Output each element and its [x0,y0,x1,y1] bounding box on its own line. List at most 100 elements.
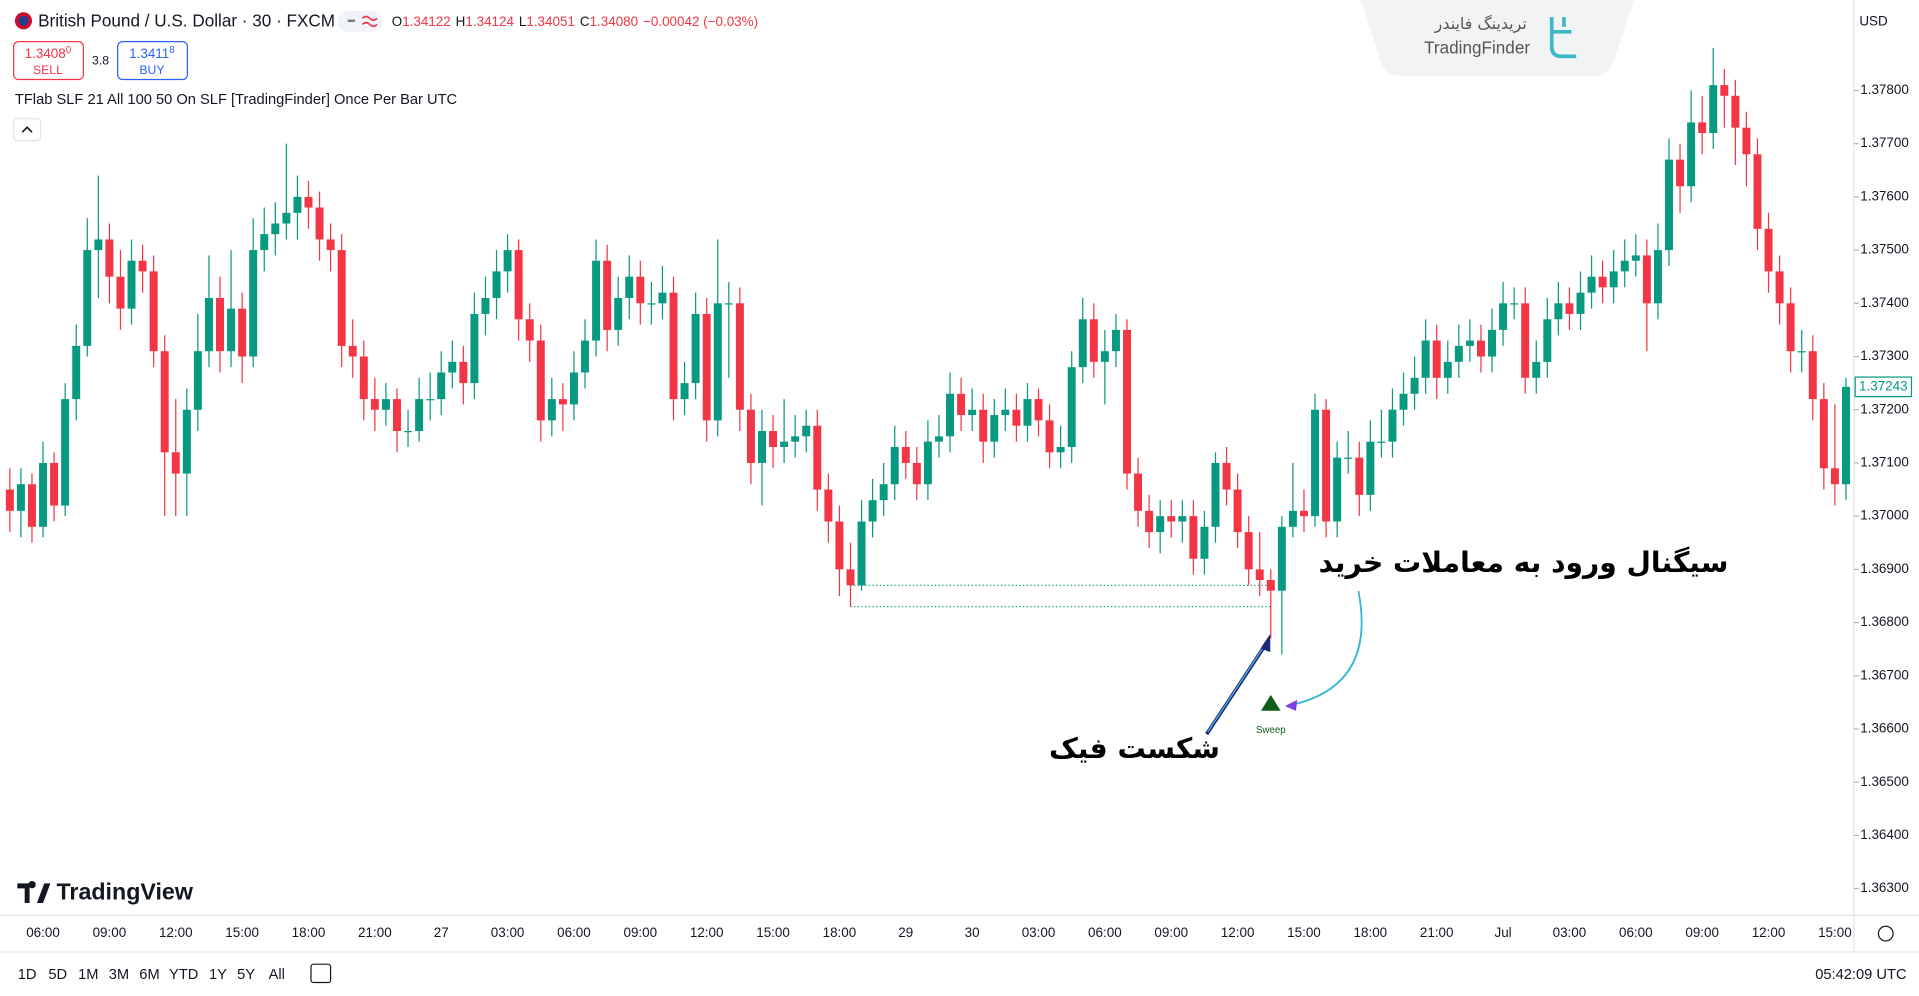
candle-body [5,489,14,511]
candle-body [979,409,988,442]
candle-body [769,431,778,447]
x-tick-label: 09:00 [1154,925,1188,940]
y-tick-label: 1.37400 [1860,295,1909,310]
sell-label: SELL [33,63,63,77]
status-pill[interactable] [337,11,382,32]
candle-body [990,415,999,442]
candle-body [957,393,966,416]
goto-date-button[interactable] [310,963,332,984]
x-tick-label: 18:00 [823,925,857,940]
candle-body [1056,446,1065,453]
candle-body [1111,329,1120,352]
candle-body [138,260,147,272]
range-button[interactable]: YTD [169,967,198,983]
candle-body [293,196,302,213]
currency-label[interactable]: USD [1859,14,1888,29]
candle-body [514,250,523,320]
candle-body [227,308,236,352]
candle-body [1676,159,1685,187]
candle-body [680,383,689,400]
x-tick-label: 15:00 [756,925,790,940]
y-tick-label: 1.37300 [1860,348,1909,363]
x-tick-label: 06:00 [26,925,60,940]
candle-body [1521,303,1530,378]
range-button[interactable]: 3M [109,967,129,983]
candle-body [1399,393,1408,410]
candle-body [83,250,92,346]
x-tick-label: 06:00 [557,925,591,940]
symbol-title[interactable]: British Pound / U.S. Dollar · 30 · FXCM [38,11,335,31]
y-tick-label: 1.37800 [1860,82,1909,97]
candle-body [271,223,280,235]
y-tick-label: 1.36900 [1860,561,1909,576]
x-tick-label: 12:00 [1221,925,1255,940]
candle-body [1565,303,1574,314]
candle-body [1620,260,1629,272]
candle-body [1465,340,1474,346]
candle-body [890,446,899,485]
candle-body [1775,271,1784,304]
candle-body [470,313,479,384]
candle-body [1311,409,1320,517]
candle-body [1488,329,1496,357]
y-tick-label: 1.37600 [1860,188,1909,203]
range-button[interactable]: 6M [139,967,159,983]
range-button[interactable]: 5Y [237,967,255,983]
candle-body [879,484,888,501]
candle-body [758,431,766,463]
candle-body [1698,122,1707,134]
candle-body [1034,399,1043,421]
candle-body [923,441,932,485]
arrow-head [1260,633,1271,653]
candle-body [1244,532,1253,570]
candle-body [547,399,556,421]
candle-body [1753,154,1762,229]
collapse-button[interactable] [13,118,42,142]
sweep-marker [1261,694,1281,711]
candle-body [393,399,401,432]
candle-body [1233,489,1242,533]
candle-body [1222,462,1231,490]
candle-body [1045,420,1054,453]
settings-button[interactable] [1877,925,1894,942]
ohlc-key: O [392,14,402,29]
candle-body [802,425,811,437]
candle-body [1432,340,1441,378]
buy-button[interactable] [117,40,189,81]
range-button[interactable]: 1Y [209,967,227,983]
candle-body [1333,457,1342,522]
candle-body [1266,580,1275,591]
candle-body [581,340,589,373]
candle-body [868,500,877,522]
candle-body [1609,271,1618,288]
y-tick-label: 1.36600 [1860,721,1909,736]
ohlc-value: 1.34080 [590,14,639,29]
watermark-en: TradingFinder [1424,37,1530,57]
candle-body [1200,526,1209,559]
x-tick-label: 15:00 [1287,925,1321,940]
candle-body [1410,377,1419,394]
candle-body [946,393,955,437]
candle-body [713,303,722,421]
candle-body [1067,367,1076,447]
spread: 3.8 [92,53,109,67]
x-tick-label: 30 [965,925,980,940]
candle-body [1786,303,1795,352]
range-button[interactable]: All [269,967,285,983]
sell-price-main: 1.3408 [25,45,66,60]
range-button[interactable]: 1M [78,967,98,983]
candle-body [1587,276,1596,293]
range-button[interactable]: 1D [18,967,37,983]
candle-body [16,484,25,511]
candle-body [1001,409,1010,416]
candle-body [1377,441,1386,443]
candle-body [702,313,711,421]
candle-body [1841,386,1850,485]
x-tick-label: 27 [434,925,449,940]
candle-body [746,409,755,463]
indicator-legend[interactable]: TFlab SLF 21 All 100 50 On SLF [TradingF… [15,92,458,108]
sell-button[interactable] [13,40,85,81]
range-button[interactable]: 5D [48,967,67,983]
